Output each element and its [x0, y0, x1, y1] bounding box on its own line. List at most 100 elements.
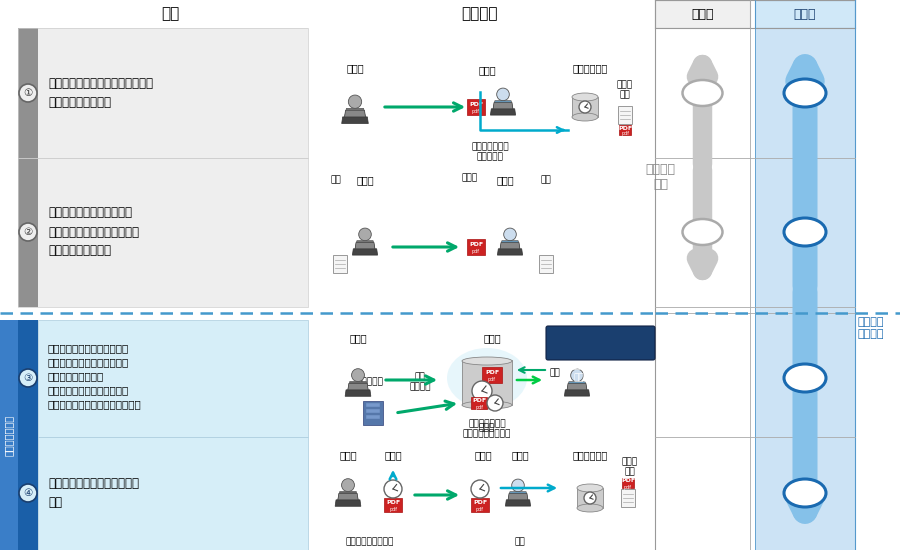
Polygon shape: [345, 110, 365, 117]
Text: PDF: PDF: [469, 102, 483, 107]
Polygon shape: [493, 101, 513, 109]
Bar: [755, 28, 855, 550]
Bar: [572, 97, 598, 117]
Bar: [366, 403, 380, 407]
Polygon shape: [345, 390, 371, 397]
Polygon shape: [345, 108, 365, 117]
Polygon shape: [342, 117, 368, 124]
Text: 保存システム: 保存システム: [572, 450, 608, 460]
Polygon shape: [338, 493, 358, 500]
Text: pdf: pdf: [472, 108, 480, 113]
Text: 領収書: 領収書: [479, 424, 495, 432]
Text: 電子データについて訂正又は
削除を行った事実及び内容を
確認できるシステム
（訂正又は削除を行うことが
できないシステムを含む）を利用: 電子データについて訂正又は 削除を行った事実及び内容を 確認できるシステム （訂…: [48, 343, 142, 409]
Bar: [482, 367, 502, 383]
Polygon shape: [567, 383, 587, 390]
Text: クラウド会計・
経費精算サービス等: クラウド会計・ 経費精算サービス等: [463, 419, 511, 439]
Bar: [18, 437, 38, 550]
Polygon shape: [353, 249, 378, 255]
Text: ④: ④: [23, 488, 32, 498]
FancyBboxPatch shape: [546, 326, 655, 360]
Circle shape: [487, 395, 503, 411]
Circle shape: [348, 95, 362, 108]
Text: ユーザによるデータ改変
ができないことが条件: ユーザによるデータ改変 ができないことが条件: [571, 361, 630, 382]
Polygon shape: [493, 102, 513, 109]
Bar: [18, 158, 308, 307]
Text: 規程: 規程: [330, 175, 341, 184]
Bar: [38, 158, 308, 307]
Circle shape: [579, 101, 591, 113]
Circle shape: [504, 228, 517, 241]
Text: 請求書: 請求書: [462, 173, 478, 183]
Ellipse shape: [462, 357, 512, 365]
Text: どれかで
対応可能: どれかで 対応可能: [858, 317, 885, 339]
Text: PDF: PDF: [621, 478, 635, 483]
Text: 請求書: 請求書: [474, 450, 491, 460]
Ellipse shape: [462, 401, 512, 409]
Circle shape: [342, 478, 355, 492]
Circle shape: [571, 369, 583, 382]
Circle shape: [19, 369, 37, 387]
Text: 受領者: 受領者: [566, 333, 584, 343]
Bar: [618, 106, 632, 124]
Polygon shape: [508, 492, 528, 500]
Bar: [539, 255, 553, 273]
Ellipse shape: [447, 348, 527, 408]
Ellipse shape: [572, 93, 598, 101]
Text: 受領者: 受領者: [478, 65, 496, 75]
Circle shape: [584, 492, 596, 504]
Text: pdf: pdf: [621, 131, 629, 136]
Polygon shape: [335, 500, 361, 507]
Bar: [655, 320, 750, 437]
Bar: [655, 28, 750, 158]
Ellipse shape: [577, 484, 603, 492]
Polygon shape: [491, 109, 516, 115]
Text: PDF: PDF: [618, 125, 632, 130]
Ellipse shape: [784, 364, 826, 392]
Text: 受領者: 受領者: [496, 175, 514, 185]
Text: pdf: pdf: [475, 404, 483, 410]
Bar: [18, 320, 38, 437]
Circle shape: [19, 484, 37, 502]
Text: PDF: PDF: [472, 399, 486, 404]
Polygon shape: [348, 382, 368, 390]
Bar: [471, 397, 487, 409]
Polygon shape: [500, 243, 520, 249]
Bar: [384, 498, 402, 512]
Bar: [18, 28, 308, 158]
Text: PDF: PDF: [485, 371, 500, 376]
Ellipse shape: [577, 504, 603, 512]
Circle shape: [472, 381, 492, 401]
Polygon shape: [564, 390, 590, 396]
Text: 請求書: 請求書: [384, 450, 401, 460]
Circle shape: [352, 368, 365, 382]
Text: 発行者側でタイムスタンプを
付与: 発行者側でタイムスタンプを 付与: [48, 477, 139, 509]
Polygon shape: [356, 243, 375, 249]
Text: 保存者
情報: 保存者 情報: [616, 80, 633, 100]
Text: アプリ業者: アプリ業者: [356, 377, 383, 387]
Text: 受領者: 受領者: [511, 450, 529, 460]
Bar: [38, 28, 308, 158]
Bar: [0, 437, 18, 550]
Text: タイムスタンプ付与（受領者）＋
保存担当者情報保存: タイムスタンプ付与（受領者）＋ 保存担当者情報保存: [48, 77, 153, 109]
Text: 保存者
情報: 保存者 情報: [622, 457, 638, 477]
Ellipse shape: [682, 219, 723, 245]
Bar: [18, 158, 38, 307]
Text: ①: ①: [23, 88, 32, 98]
Text: PDF: PDF: [386, 500, 400, 505]
Ellipse shape: [784, 218, 826, 246]
Bar: [366, 415, 380, 419]
Polygon shape: [500, 241, 520, 249]
Text: 発行者: 発行者: [349, 333, 367, 343]
Text: 保存システム: 保存システム: [572, 63, 608, 73]
Text: 保存: 保存: [515, 537, 526, 547]
Bar: [462, 360, 512, 405]
Polygon shape: [356, 241, 375, 249]
Polygon shape: [508, 493, 528, 500]
Text: ②: ②: [23, 227, 32, 237]
Bar: [621, 489, 635, 507]
Ellipse shape: [784, 479, 826, 507]
Bar: [655, 437, 750, 550]
Polygon shape: [348, 383, 368, 390]
Ellipse shape: [572, 113, 598, 121]
Text: イメージ: イメージ: [462, 7, 499, 21]
